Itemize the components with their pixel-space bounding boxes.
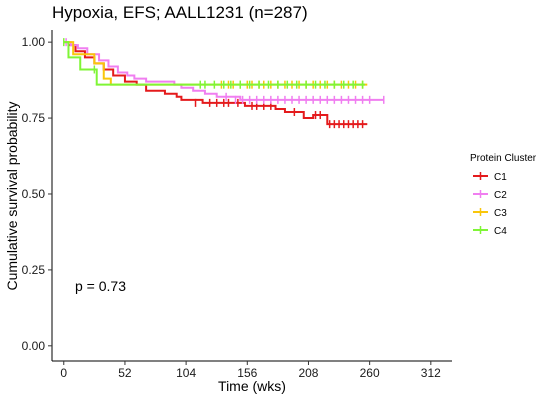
x-tick-label: 0	[60, 366, 67, 380]
legend-item-c2: C2	[473, 190, 507, 201]
legend-label-c1: C1	[494, 172, 507, 183]
legend-item-c4: C4	[473, 226, 507, 237]
chart-title: Hypoxia, EFS; AALL1231 (n=287)	[52, 3, 308, 22]
x-axis-title: Time (wks)	[218, 378, 286, 394]
survival-curve-c4	[63, 41, 365, 86]
x-tick-label: 156	[237, 366, 257, 380]
survival-curve-c1	[63, 41, 368, 126]
x-tick-label: 208	[298, 366, 318, 380]
y-tick-label: 0.00	[22, 339, 46, 353]
x-tick-label: 52	[118, 366, 132, 380]
y-tick-label: 0.75	[22, 111, 46, 125]
p-value-annotation: p = 0.73	[75, 278, 126, 294]
legend-label-c2: C2	[494, 190, 507, 201]
x-tick-label: 260	[360, 366, 380, 380]
survival-curve-c3	[63, 41, 368, 86]
axes: 0 52 104 156 208 260 312 0.00 0.25 0.50 0.75 1.00	[22, 30, 452, 380]
legend-item-c1: C1	[473, 172, 507, 183]
x-tick-label: 312	[421, 366, 441, 380]
series-c2	[63, 38, 385, 104]
y-axis-title: Cumulative survival probability	[4, 101, 20, 290]
legend: Protein Cluster C1 C2 C3 C4	[470, 153, 537, 237]
legend-label-c3: C3	[494, 208, 507, 219]
series-c4	[63, 38, 365, 89]
legend-item-c3: C3	[473, 208, 507, 219]
series-layer	[63, 38, 385, 129]
survival-curve-c2	[63, 41, 384, 101]
y-tick-label: 0.50	[22, 187, 46, 201]
y-tick-label: 1.00	[22, 35, 46, 49]
y-tick-label: 0.25	[22, 263, 46, 277]
series-c1	[63, 41, 368, 129]
legend-label-c4: C4	[494, 226, 507, 237]
legend-title: Protein Cluster	[470, 153, 537, 164]
x-tick-label: 104	[176, 366, 196, 380]
